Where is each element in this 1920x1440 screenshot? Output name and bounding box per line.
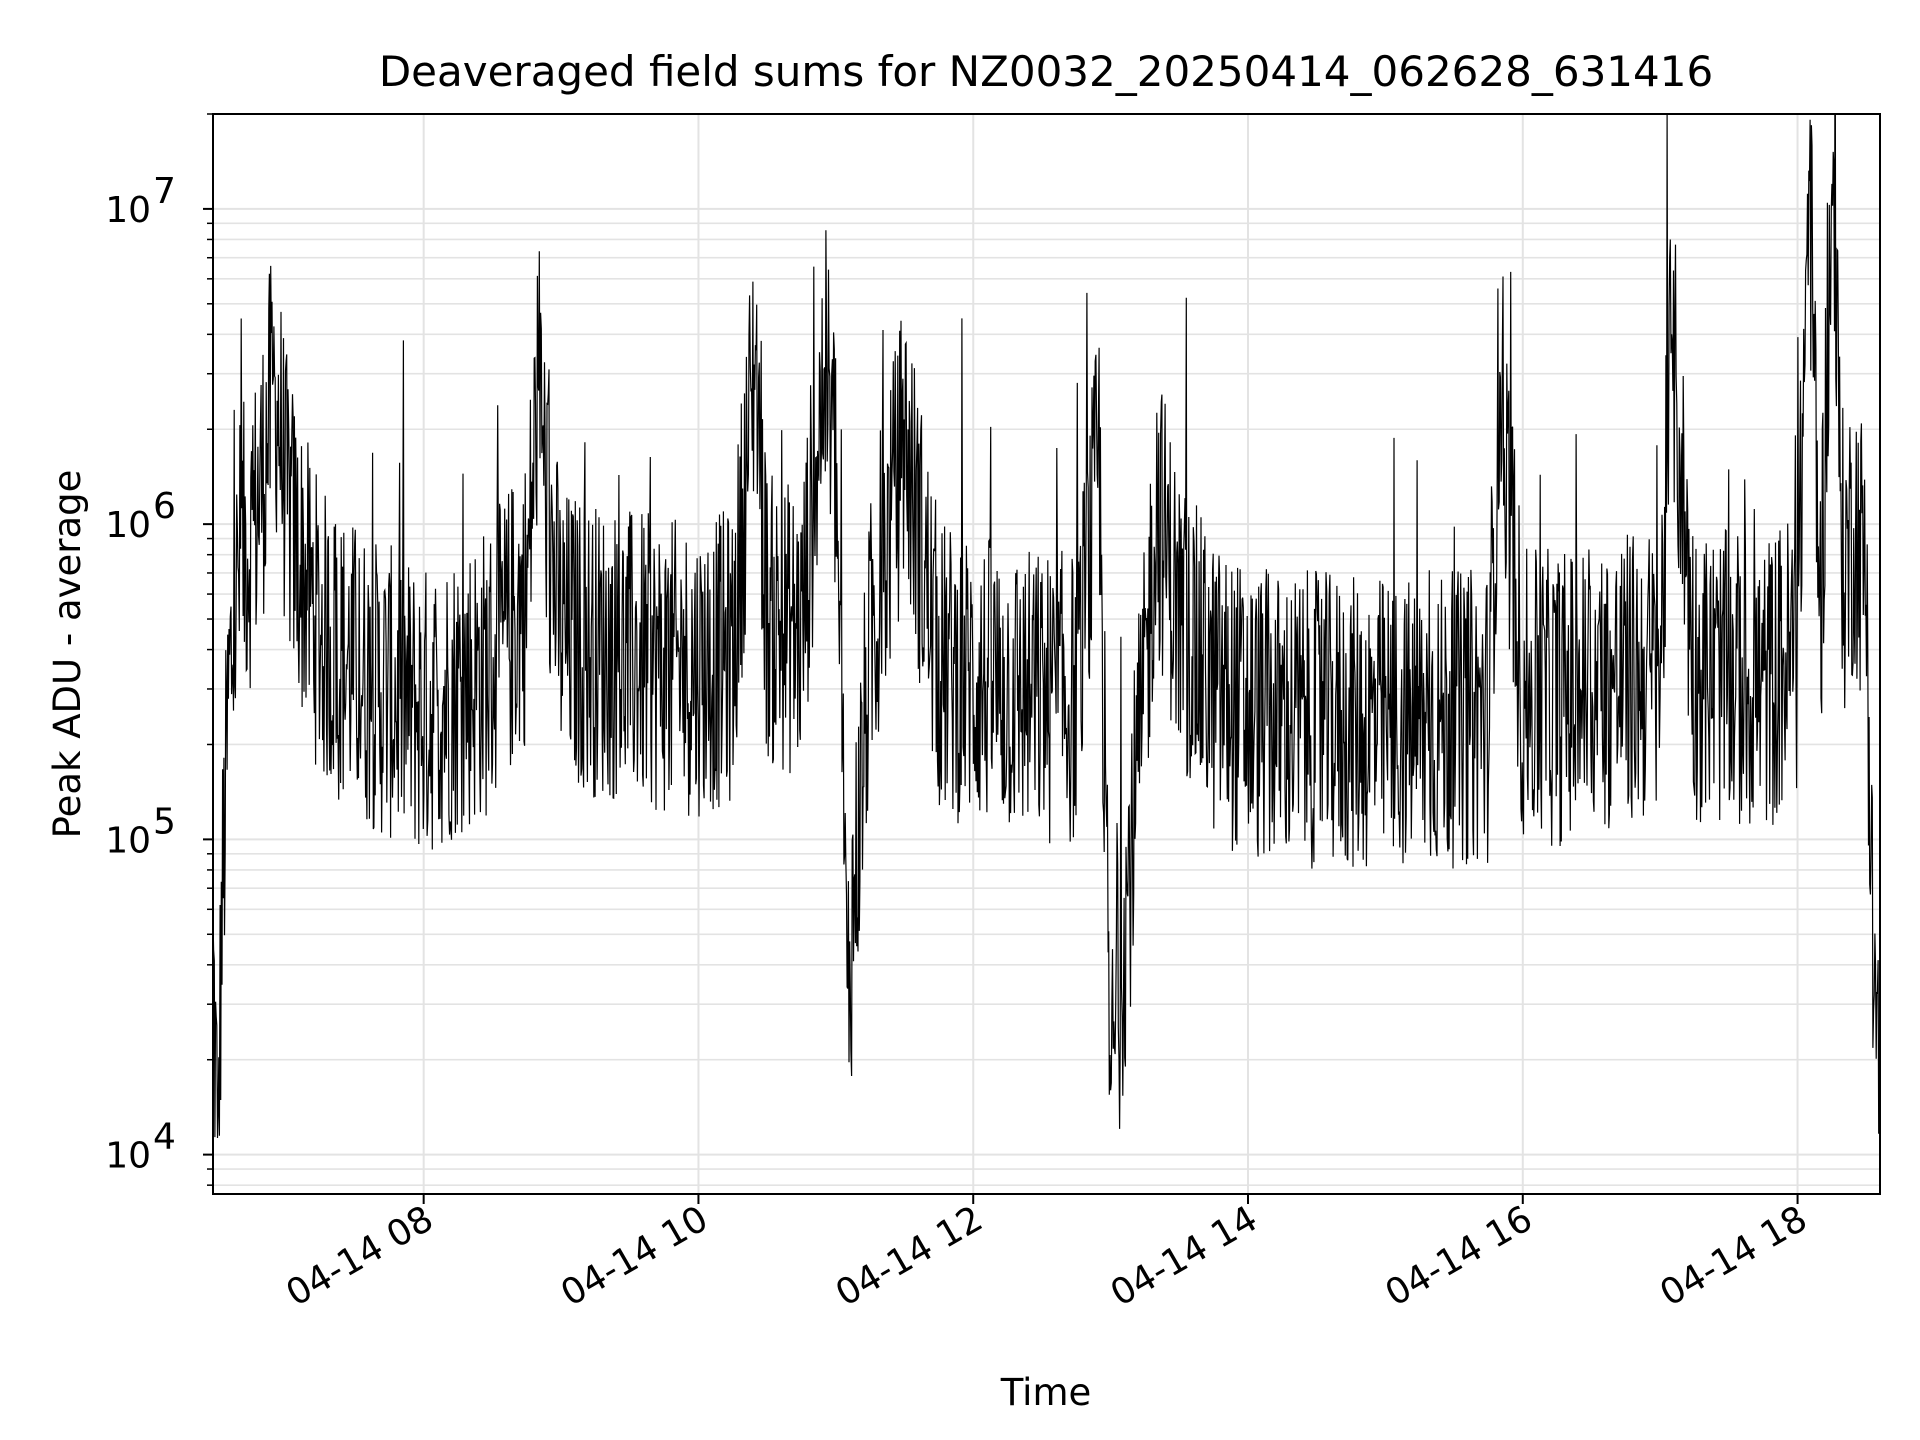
x-axis-label: Time [1000,1371,1092,1414]
y-tick-label: 10 [105,505,151,546]
y-tick-label: 10 [105,190,151,231]
y-tick-exponent: 5 [153,801,176,842]
y-tick-exponent: 6 [153,486,176,527]
y-axis-label: Peak ADU - average [46,470,89,839]
plot-frame [212,113,1881,1195]
grid [213,113,1880,1194]
y-tick-label: 10 [105,820,151,861]
y-tick-exponent: 4 [153,1117,176,1158]
y-tick-exponent: 7 [153,171,176,212]
chart-title: Deaveraged field sums for NZ0032_2025041… [379,47,1713,96]
y-tick-label: 10 [105,1136,151,1177]
